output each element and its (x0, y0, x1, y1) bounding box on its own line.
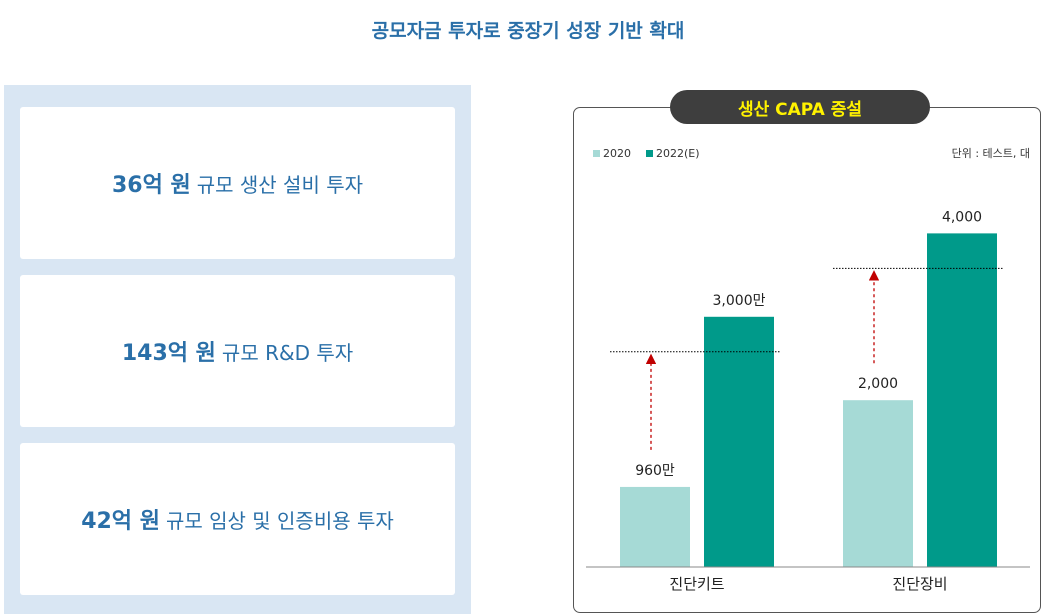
investment-description: 규모 임상 및 인증비용 투자 (165, 508, 394, 533)
investment-amount: 143억 원 (121, 341, 216, 366)
investment-panel: 36억 원 규모 생산 설비 투자 143억 원 규모 R&D 투자 42억 원… (4, 85, 471, 614)
investment-description: 규모 R&D 투자 (221, 340, 354, 365)
investment-card-clinical: 42억 원 규모 임상 및 인증비용 투자 (20, 443, 455, 595)
legend-label-2020: 2020 (603, 147, 631, 160)
legend-label-2022(E): 2022(E) (656, 147, 700, 160)
bar-진단키트-2020 (620, 486, 690, 567)
investment-description: 규모 생산 설비 투자 (196, 172, 364, 197)
investment-amount: 36억 원 (111, 173, 191, 198)
category-label-진단장비: 진단장비 (892, 575, 947, 593)
bar-value-label: 2,000 (858, 376, 898, 392)
legend-swatch-2020 (593, 150, 600, 157)
bar-value-label: 3,000만 (713, 293, 766, 309)
bar-진단키트-2022(E) (704, 316, 774, 567)
legend-swatch-2022(E) (646, 150, 653, 157)
page-title: 공모자금 투자로 중장기 성장 기반 확대 (371, 20, 685, 42)
investment-card-facility: 36억 원 규모 생산 설비 투자 (20, 107, 455, 259)
category-label-진단키트: 진단키트 (669, 575, 724, 593)
investment-amount: 42억 원 (81, 509, 160, 534)
bar-value-label: 4,000 (942, 209, 982, 225)
bar-진단장비-2020 (843, 400, 913, 567)
chart-title: 생산 CAPA 증설 (737, 99, 863, 120)
investment-card-rnd: 143억 원 규모 R&D 투자 (20, 275, 455, 427)
unit-note: 단위 : 테스트, 대 (952, 147, 1030, 160)
chart-title-badge: 생산 CAPA 증설 (670, 90, 930, 124)
bar-진단장비-2022(E) (927, 233, 997, 567)
bar-value-label: 960만 (635, 463, 675, 479)
